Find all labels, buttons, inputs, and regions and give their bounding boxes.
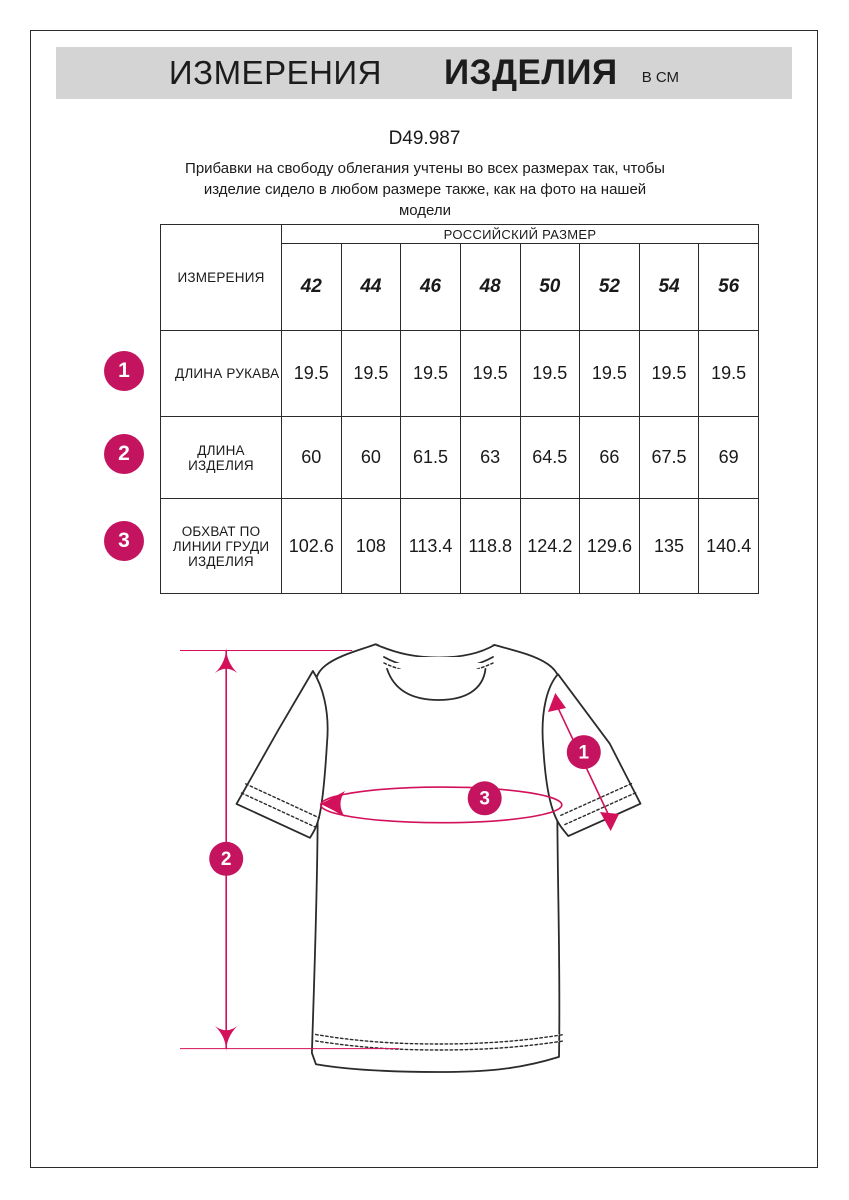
svg-text:3: 3 [479, 789, 490, 810]
svg-text:1: 1 [579, 743, 590, 764]
svg-text:2: 2 [221, 849, 232, 870]
